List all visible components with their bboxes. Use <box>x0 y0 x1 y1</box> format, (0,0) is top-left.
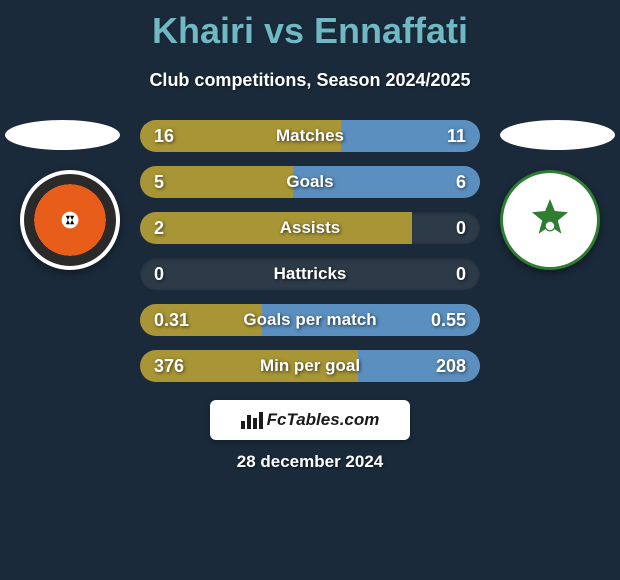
stat-row: 00Hattricks <box>140 258 480 290</box>
player-photo-left <box>5 120 120 150</box>
brand-chart-icon <box>241 411 263 429</box>
date-label: 28 december 2024 <box>0 452 620 472</box>
page-title: Khairi vs Ennaffati <box>0 0 620 52</box>
stats-chart: 1611Matches 56Goals 20Assists 00Hattricks 0.… <box>140 120 480 396</box>
stat-row: 1611Matches <box>140 120 480 152</box>
stat-row: 20Assists <box>140 212 480 244</box>
stat-label: Goals per match <box>140 304 480 336</box>
stat-label: Hattricks <box>140 258 480 290</box>
team-logo-left <box>20 170 120 270</box>
subtitle: Club competitions, Season 2024/2025 <box>0 70 620 91</box>
stat-row: 56Goals <box>140 166 480 198</box>
stat-label: Assists <box>140 212 480 244</box>
stat-label: Matches <box>140 120 480 152</box>
stat-row: 376208Min per goal <box>140 350 480 382</box>
brand-badge[interactable]: FcTables.com <box>210 400 410 440</box>
stat-row: 0.310.55Goals per match <box>140 304 480 336</box>
player-photo-right <box>500 120 615 150</box>
team-logo-right <box>500 170 600 270</box>
stat-label: Goals <box>140 166 480 198</box>
stat-label: Min per goal <box>140 350 480 382</box>
brand-label: FcTables.com <box>267 410 380 430</box>
